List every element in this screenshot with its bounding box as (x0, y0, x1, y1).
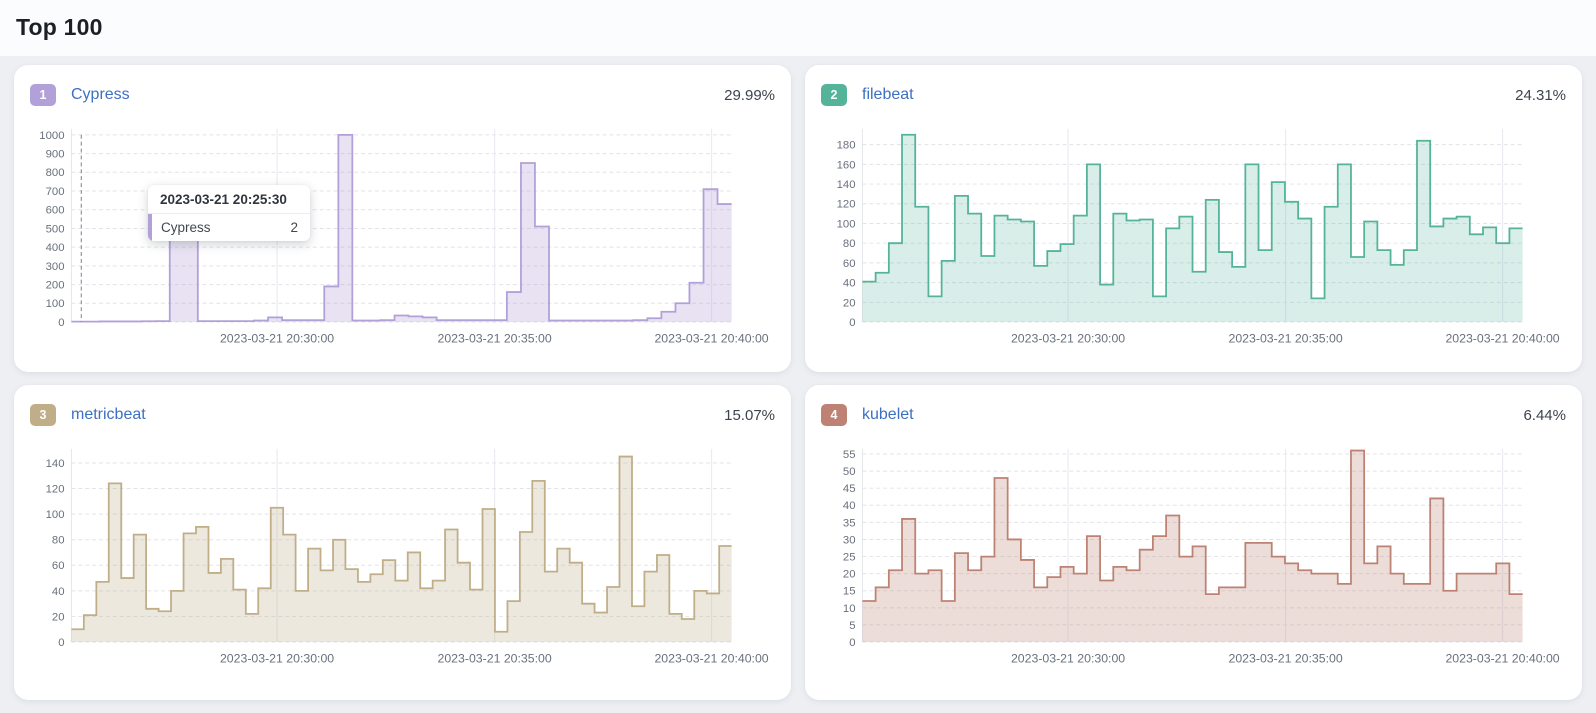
x-tick-label: 2023-03-21 20:35:00 (1229, 652, 1343, 666)
series-line (862, 133, 1523, 300)
y-tick-label: 0 (58, 317, 64, 329)
chart-area-metricbeat[interactable]: 0 20 40 60 80 100 120 140 2023-03-21 20:30:00 202… (30, 441, 775, 670)
tooltip-series-marker (148, 214, 152, 241)
y-tick-label: 300 (46, 261, 65, 273)
series-link-cypress[interactable]: Cypress (71, 86, 130, 103)
percent-value: 6.44% (1523, 406, 1566, 424)
series-line (862, 449, 1523, 602)
y-tick-label: 20 (843, 297, 856, 309)
series-line (71, 455, 732, 633)
y-tick-label: 40 (843, 500, 856, 512)
rank-badge: 3 (30, 404, 56, 426)
chart-canvas-kubelet[interactable]: 0 5 10 15 20 25 30 35 40 45 50 55 2023-03-21 20:30:0… (821, 441, 1566, 670)
y-tick-label: 40 (52, 586, 65, 598)
x-tick-label: 2023-03-21 20:30:00 (1011, 332, 1125, 346)
y-tick-label: 1000 (39, 130, 64, 142)
y-tick-label: 160 (837, 159, 856, 171)
tooltip-time: 2023-03-21 20:25:30 (148, 185, 310, 214)
y-tick-label: 25 (843, 552, 856, 564)
series-link-filebeat[interactable]: filebeat (862, 86, 914, 103)
y-tick-label: 500 (46, 223, 65, 235)
y-tick-label: 80 (843, 238, 856, 250)
y-tick-label: 0 (58, 637, 64, 649)
y-tick-label: 5 (849, 620, 855, 632)
y-tick-label: 60 (843, 258, 856, 270)
y-tick-label: 120 (837, 199, 856, 211)
y-tick-label: 60 (52, 560, 65, 572)
panel-header: 2 filebeat 24.31% (821, 83, 1566, 107)
panel-kubelet: 4 kubelet 6.44% 0 5 10 15 20 25 30 35 40 45 50 55 20… (805, 385, 1582, 700)
y-tick-label: 80 (52, 535, 65, 547)
series-area (862, 450, 1523, 643)
x-tick-label: 2023-03-21 20:30:00 (1011, 652, 1125, 666)
chart-canvas-metricbeat[interactable]: 0 20 40 60 80 100 120 140 2023-03-21 20:30:00 202… (30, 441, 775, 670)
panel-header: 1 Cypress 29.99% (30, 83, 775, 107)
y-tick-label: 200 (46, 280, 65, 292)
rank-badge: 2 (821, 84, 847, 106)
y-tick-label: 900 (46, 149, 65, 161)
y-tick-label: 50 (843, 466, 856, 478)
y-tick-label: 40 (843, 278, 856, 290)
y-tick-label: 800 (46, 167, 65, 179)
page-title: Top 100 (16, 14, 103, 40)
y-tick-label: 100 (837, 218, 856, 230)
page-header: Top 100 (0, 0, 1596, 56)
chart-tooltip: 2023-03-21 20:25:30 Cypress 2 (148, 185, 310, 241)
x-tick-label: 2023-03-21 20:35:00 (438, 652, 552, 666)
series-area (71, 456, 732, 643)
y-tick-label: 35 (843, 517, 856, 529)
x-tick-label: 2023-03-21 20:30:00 (220, 652, 334, 666)
y-tick-label: 55 (843, 449, 856, 461)
tooltip-series-name: Cypress (161, 220, 211, 235)
chart-area-filebeat[interactable]: 0 20 40 60 80 100 120 140 160 180 2023-03-21 20:30… (821, 121, 1566, 350)
percent-value: 29.99% (724, 86, 775, 104)
y-tick-label: 400 (46, 242, 65, 254)
chart-canvas-cypress[interactable]: 0 100 200 300 400 500 600 700 800 900 1000 2023-03-… (30, 121, 775, 350)
dashboard-grid: 1 Cypress 29.99% 0 100 200 300 400 500 600 700 8… (0, 56, 1596, 709)
y-tick-label: 140 (837, 179, 856, 191)
percent-value: 24.31% (1515, 86, 1566, 104)
y-tick-label: 15 (843, 586, 856, 598)
panel-header: 4 kubelet 6.44% (821, 403, 1566, 427)
x-tick-label: 2023-03-21 20:35:00 (1229, 332, 1343, 346)
y-tick-label: 20 (52, 611, 65, 623)
chart-canvas-filebeat[interactable]: 0 20 40 60 80 100 120 140 160 180 2023-03-21 20:30… (821, 121, 1566, 350)
x-tick-label: 2023-03-21 20:40:00 (654, 332, 768, 346)
chart-area-kubelet[interactable]: 0 5 10 15 20 25 30 35 40 45 50 55 2023-03-21 20:30:0… (821, 441, 1566, 670)
x-tick-label: 2023-03-21 20:40:00 (1445, 332, 1559, 346)
panel-header: 3 metricbeat 15.07% (30, 403, 775, 427)
y-tick-label: 45 (843, 483, 856, 495)
y-tick-label: 700 (46, 186, 65, 198)
panel-filebeat: 2 filebeat 24.31% 0 20 40 60 80 100 120 140 160 1… (805, 65, 1582, 372)
y-tick-label: 0 (849, 317, 855, 329)
y-tick-label: 120 (46, 483, 65, 495)
y-tick-label: 0 (849, 637, 855, 649)
y-tick-label: 100 (46, 509, 65, 521)
y-tick-label: 100 (46, 298, 65, 310)
y-tick-label: 30 (843, 534, 856, 546)
x-tick-label: 2023-03-21 20:40:00 (1445, 652, 1559, 666)
x-tick-label: 2023-03-21 20:35:00 (438, 332, 552, 346)
tooltip-series-value: 2 (290, 220, 298, 235)
rank-badge: 4 (821, 404, 847, 426)
x-tick-label: 2023-03-21 20:40:00 (654, 652, 768, 666)
x-tick-label: 2023-03-21 20:30:00 (220, 332, 334, 346)
panel-metricbeat: 3 metricbeat 15.07% 0 20 40 60 80 100 120 140 20… (14, 385, 791, 700)
chart-area-cypress[interactable]: 0 100 200 300 400 500 600 700 800 900 1000 2023-03-… (30, 121, 775, 350)
percent-value: 15.07% (724, 406, 775, 424)
y-tick-label: 10 (843, 603, 856, 615)
series-link-kubelet[interactable]: kubelet (862, 406, 914, 423)
panel-cypress: 1 Cypress 29.99% 0 100 200 300 400 500 600 700 8… (14, 65, 791, 372)
series-link-metricbeat[interactable]: metricbeat (71, 406, 146, 423)
tooltip-row: Cypress 2 (148, 214, 310, 241)
rank-badge: 1 (30, 84, 56, 106)
y-tick-label: 140 (46, 458, 65, 470)
y-tick-label: 20 (843, 569, 856, 581)
y-tick-label: 600 (46, 205, 65, 217)
y-tick-label: 180 (837, 140, 856, 152)
